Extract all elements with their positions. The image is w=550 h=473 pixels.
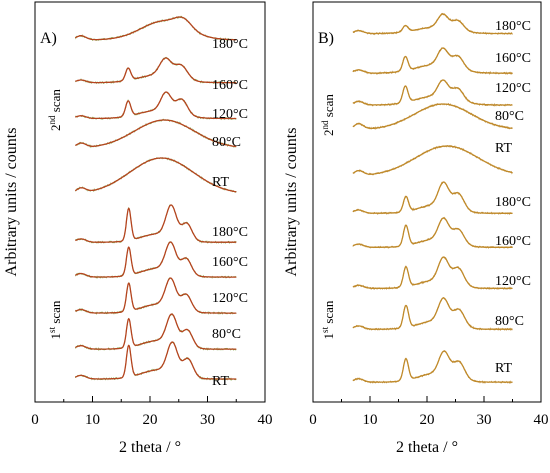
series-line [352,13,513,35]
series-label: 80°C [495,109,524,124]
series-noise-line [352,47,513,75]
x-tick-label: 40 [258,412,273,428]
series-line [352,350,513,383]
series-label: 180°C [495,195,531,210]
panel-a: 0 10 20 30 40 2 theta / ° Arbitrary units / co… [3,1,273,456]
series-label: 80°C [212,327,241,342]
series-noise-line [352,350,513,384]
series-line [75,204,237,243]
y-axis-title: Arbitrary units / counts [283,128,300,277]
series-line [75,57,237,84]
series-label: 180°C [495,19,531,34]
series-label: 120°C [495,274,531,289]
panel-label: A) [40,30,57,47]
series-noise-line [352,181,513,216]
series-label: 80°C [212,135,241,150]
series-line [352,181,513,214]
series-label: 160°C [495,51,531,66]
series-line [352,297,513,330]
x-axis-title: 2 theta / ° [396,439,458,456]
series-label: RT [495,361,512,376]
x-tick-label: 0 [31,412,39,428]
series-line [74,341,237,380]
series-line [75,91,237,120]
series-label: 180°C [212,225,248,240]
series-line [352,79,513,106]
series-label: 120°C [212,107,248,122]
series-label: 80°C [495,314,524,329]
scan-label: 2nd scan [320,94,336,136]
panel-b: 0 10 20 30 40 2 theta / ° Arbitrary units / co… [283,1,549,456]
x-tick-label: 40 [534,412,549,428]
series-noise-line [352,102,513,131]
series-noise-line [352,79,513,107]
scan-label: 1st scan [47,300,63,339]
series-noise-line [352,12,513,36]
series-label: 120°C [495,81,531,96]
series-label: 180°C [212,37,248,52]
series-line [74,16,237,41]
x-tick-label: 30 [200,412,215,428]
series-line [74,277,237,314]
x-axis-title: 2 theta / ° [119,439,181,456]
series-label: 160°C [212,255,248,270]
series-noise-line [352,145,513,176]
series-label: 160°C [495,234,531,249]
series-noise-line [352,256,513,291]
series-noise-line [352,216,513,249]
series-label: RT [212,175,229,190]
x-tick-label: 30 [477,412,492,428]
series-label: 160°C [212,78,248,93]
x-tick-label: 0 [309,412,317,428]
series-line [352,145,513,175]
series-line [74,157,237,193]
scan-label: 2nd scan [47,89,63,131]
series-line [75,313,237,350]
x-tick-label: 10 [85,412,100,428]
series-line [74,119,237,148]
panel-label: B) [318,30,334,47]
scan-label: 1st scan [320,300,336,339]
series-line [352,103,513,130]
series-label: RT [212,374,229,389]
x-tick-label: 20 [420,412,435,428]
series-line [352,47,513,74]
series-line [352,256,513,290]
series-label: 120°C [212,291,248,306]
series-noise-line [352,296,513,332]
x-tick-label: 10 [363,412,378,428]
series-label: RT [495,141,512,156]
series-line [74,241,237,278]
series-line [352,217,513,248]
y-axis-title: Arbitrary units / counts [3,128,20,277]
x-tick-label: 20 [143,412,158,428]
